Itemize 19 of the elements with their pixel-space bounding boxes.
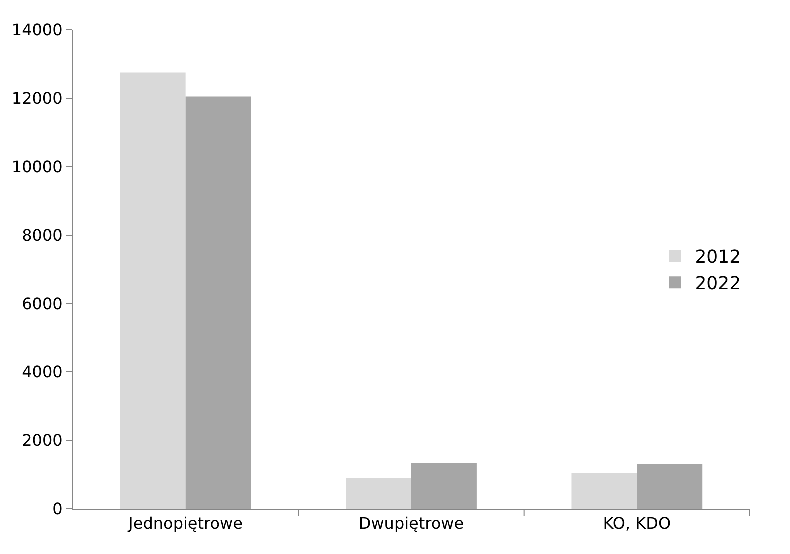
- x-tick-label: Jednopiętrowe: [128, 514, 243, 534]
- x-tick-label: KO, KDO: [603, 514, 672, 534]
- legend-label: 2022: [695, 274, 742, 295]
- bar: [637, 464, 703, 509]
- y-tick-label: 8000: [22, 226, 63, 245]
- bar: [412, 463, 477, 509]
- bar: [346, 478, 412, 509]
- y-tick-label: 14000: [12, 20, 63, 40]
- bar: [120, 72, 186, 509]
- x-tick-label: Dwupiętrowe: [358, 514, 464, 534]
- legend-label: 2012: [695, 247, 742, 268]
- bar: [186, 96, 252, 509]
- y-tick-label: 6000: [22, 294, 63, 314]
- bar: [572, 473, 638, 509]
- y-tick-label: 4000: [22, 362, 63, 382]
- y-tick-label: 0: [52, 500, 63, 519]
- y-tick-label: 12000: [12, 89, 63, 108]
- y-tick-label: 10000: [12, 157, 63, 176]
- y-tick-label: 2000: [22, 431, 63, 450]
